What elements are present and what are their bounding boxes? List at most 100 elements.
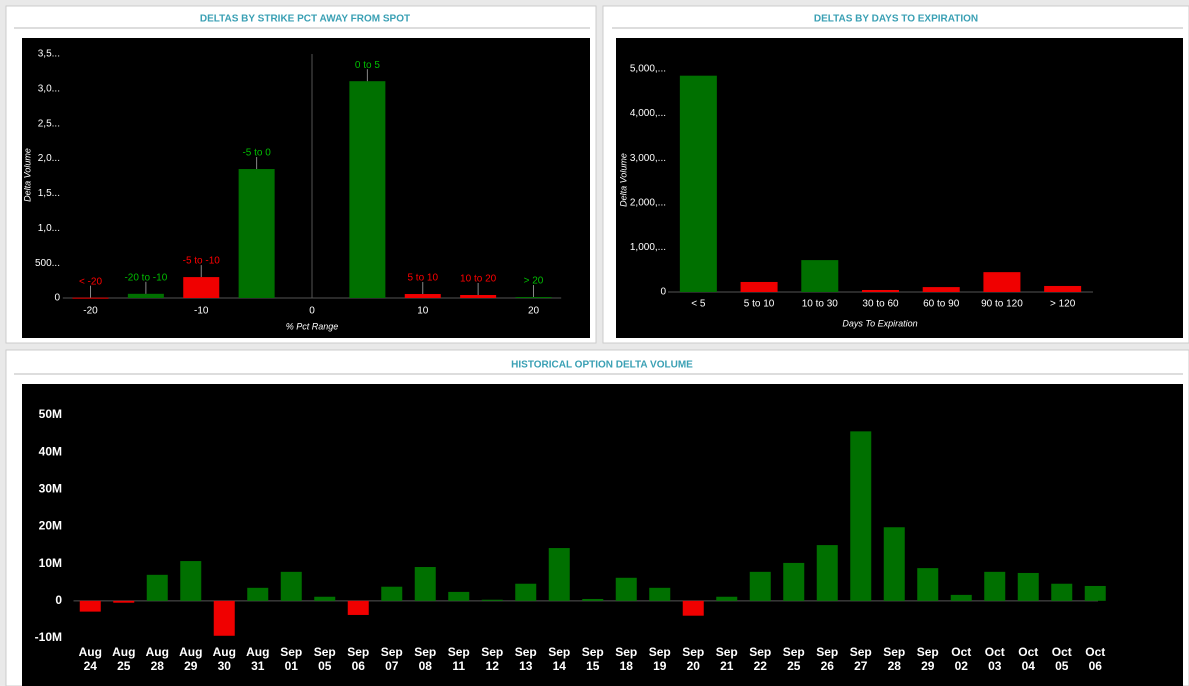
bar — [113, 600, 135, 603]
x-tick-label: Sep 06 — [347, 645, 370, 673]
y-tick-label: 3,000,... — [630, 153, 666, 164]
y-tick-label: 1,000,... — [630, 242, 666, 253]
x-tick-label: Sep 19 — [648, 645, 671, 673]
x-tick-label: Sep 01 — [280, 645, 303, 673]
bar — [1084, 585, 1106, 601]
y-axis-label: Delta Volume — [22, 148, 32, 202]
bar — [749, 571, 771, 601]
x-tick-label: Sep 14 — [548, 645, 571, 673]
bar — [1017, 572, 1039, 601]
x-tick-label: 10 — [417, 306, 429, 317]
bar — [79, 600, 101, 612]
data-label: < -20 — [79, 276, 103, 287]
bar — [816, 545, 838, 601]
bar — [679, 75, 717, 292]
x-tick-label: Sep 07 — [380, 645, 403, 673]
x-axis-label: Days To Expiration — [842, 318, 917, 328]
bar — [183, 277, 220, 298]
x-tick-label: -20 — [83, 306, 98, 317]
bar — [783, 562, 805, 601]
bar — [381, 586, 403, 601]
x-tick-label: Sep 05 — [313, 645, 336, 673]
bar — [740, 281, 778, 292]
x-tick-label: Sep 18 — [615, 645, 638, 673]
x-tick-label: 30 to 60 — [862, 299, 899, 310]
y-tick-label: 3,5... — [38, 49, 60, 60]
y-tick-label: 2,000,... — [630, 197, 666, 208]
plot-area — [22, 38, 590, 338]
x-tick-label: > 120 — [1050, 299, 1076, 310]
x-tick-label: Aug 29 — [179, 645, 203, 673]
x-tick-label: Sep 21 — [715, 645, 738, 673]
x-tick-label: Sep 12 — [481, 645, 504, 673]
bar — [414, 567, 436, 601]
x-tick-label: -10 — [194, 306, 209, 317]
bar — [247, 587, 269, 601]
x-tick-label: Aug 25 — [112, 645, 136, 673]
bar — [716, 596, 738, 601]
x-tick-label: 10 to 30 — [802, 299, 839, 310]
y-tick-label: 0 — [660, 287, 666, 298]
y-tick-label: 50M — [39, 407, 62, 421]
y-tick-label: 3,0... — [38, 83, 60, 94]
bar — [922, 287, 960, 292]
x-tick-label: Oct 04 — [1018, 645, 1039, 673]
bar — [515, 297, 552, 299]
bar — [917, 568, 939, 601]
x-tick-label: Sep 13 — [514, 645, 537, 673]
y-tick-label: 500... — [35, 258, 60, 269]
bar — [213, 600, 235, 636]
bar — [801, 260, 839, 292]
bar — [1044, 285, 1082, 292]
y-tick-label: 20M — [39, 519, 62, 533]
y-tick-label: -10M — [35, 630, 62, 644]
x-tick-label: Oct 06 — [1085, 645, 1106, 673]
data-label: 10 to 20 — [460, 274, 497, 285]
x-tick-label: 0 — [309, 306, 315, 317]
data-label: -5 to -10 — [183, 256, 221, 267]
bar — [862, 289, 899, 292]
bar — [347, 600, 369, 615]
x-axis-label: % Pct Range — [286, 321, 339, 331]
y-tick-label: 2,0... — [38, 153, 60, 164]
y-tick-label: 0 — [55, 593, 62, 607]
bar — [850, 431, 872, 601]
y-tick-label: 1,0... — [38, 223, 60, 234]
y-tick-label: 5,000,... — [630, 64, 666, 75]
data-label: 5 to 10 — [407, 273, 438, 284]
chart-title: HISTORICAL OPTION DELTA VOLUME — [511, 360, 693, 371]
y-tick-label: 30M — [39, 482, 62, 496]
x-tick-label: 60 to 90 — [923, 299, 960, 310]
x-tick-label: Oct 02 — [951, 645, 972, 673]
bar — [280, 571, 302, 601]
bar — [983, 272, 1021, 292]
x-tick-label: Aug 28 — [145, 645, 169, 673]
bar — [72, 297, 109, 299]
y-axis-label: Delta Volume — [618, 153, 628, 207]
x-tick-label: Sep 29 — [916, 645, 939, 673]
x-tick-label: Aug 30 — [212, 645, 236, 673]
bar — [615, 577, 637, 601]
bar — [314, 596, 336, 601]
bar — [460, 295, 497, 298]
bar — [582, 598, 604, 601]
x-tick-label: < 5 — [691, 299, 706, 310]
x-tick-label: Sep 22 — [749, 645, 772, 673]
data-label: -20 to -10 — [124, 272, 167, 283]
bar — [180, 561, 202, 601]
x-tick-label: Sep 26 — [816, 645, 839, 673]
bar — [1051, 583, 1073, 601]
x-tick-label: Sep 15 — [581, 645, 604, 673]
bar — [238, 169, 275, 298]
bar — [448, 591, 470, 601]
y-tick-label: 0 — [54, 293, 60, 304]
y-tick-label: 2,5... — [38, 118, 60, 129]
x-tick-label: Sep 25 — [782, 645, 805, 673]
bar — [146, 574, 168, 601]
bar — [950, 594, 972, 601]
y-tick-label: 40M — [39, 444, 62, 458]
x-tick-label: Sep 11 — [447, 645, 470, 673]
data-label: > 20 — [524, 276, 544, 287]
chart-title: DELTAS BY DAYS TO EXPIRATION — [814, 14, 978, 25]
